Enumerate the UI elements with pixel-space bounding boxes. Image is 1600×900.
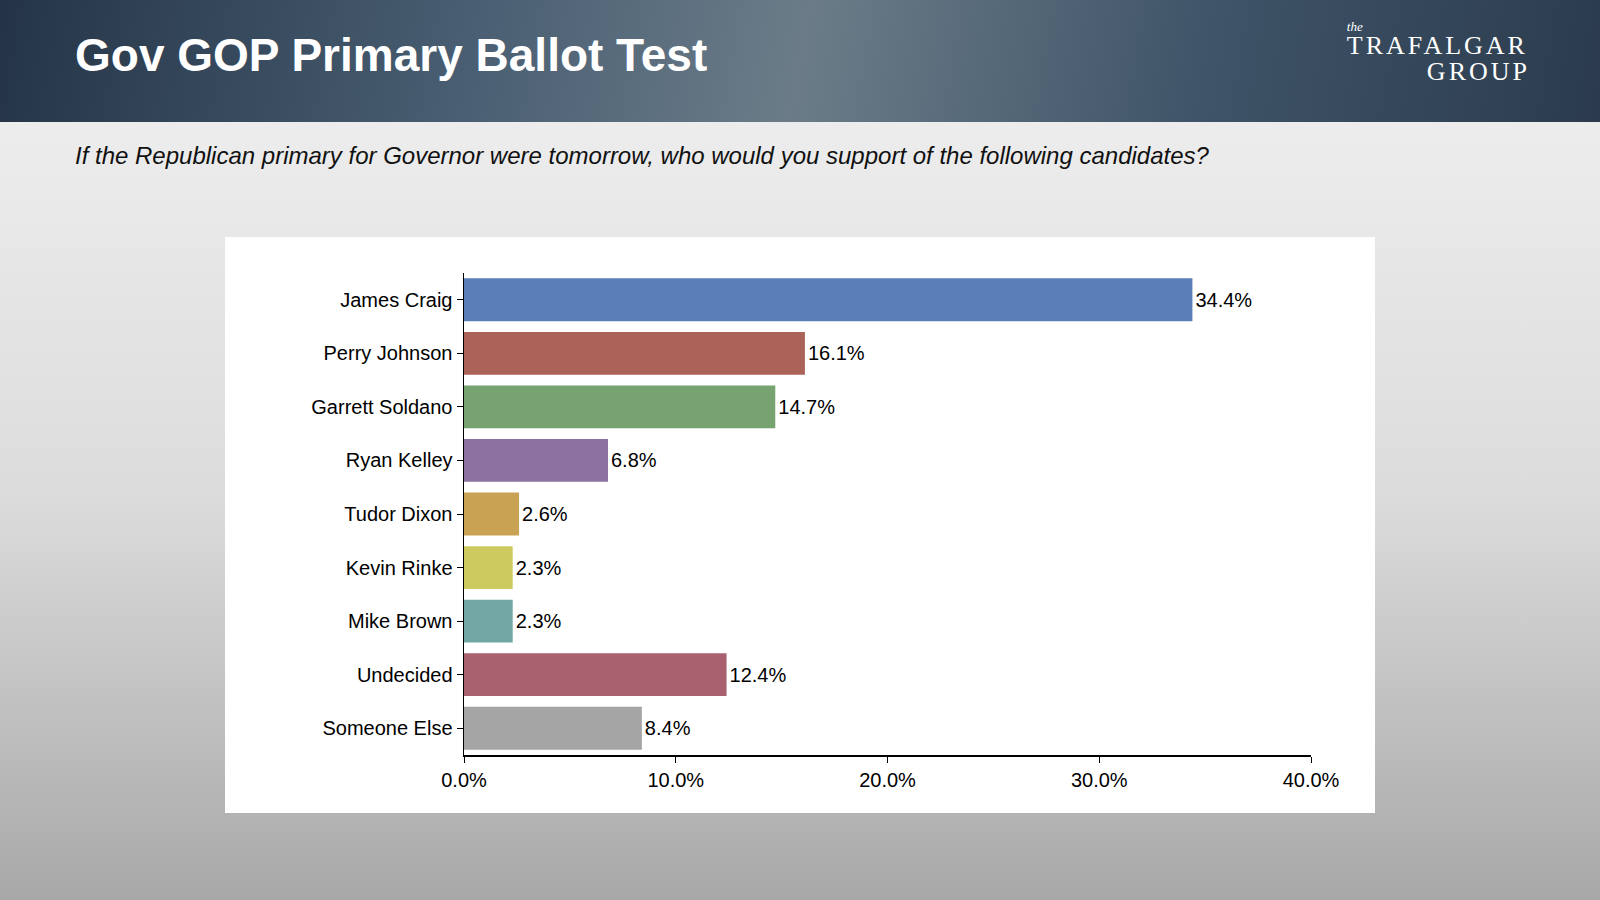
- svg-text:16.1%: 16.1%: [808, 342, 865, 364]
- svg-text:8.4%: 8.4%: [645, 717, 691, 739]
- svg-text:14.7%: 14.7%: [778, 396, 835, 418]
- svg-text:Kevin Rinke: Kevin Rinke: [346, 557, 453, 579]
- html-text:GROUP: GROUP: [1426, 57, 1530, 86]
- svg-text:James Craig: James Craig: [340, 289, 452, 311]
- html-text:If the Republican primary for: If the Republican primary for Governor w…: [75, 142, 1209, 169]
- svg-text:Ryan Kelley: Ryan Kelley: [346, 449, 453, 471]
- svg-text:34.4%: 34.4%: [1195, 289, 1252, 311]
- svg-text:Someone Else: Someone Else: [322, 717, 452, 739]
- svg-text:6.8%: 6.8%: [611, 449, 657, 471]
- svg-text:40.0%: 40.0%: [1283, 769, 1340, 791]
- html-text:the: the: [1346, 19, 1363, 34]
- svg-text:Tudor Dixon: Tudor Dixon: [344, 503, 452, 525]
- svg-text:Undecided: Undecided: [357, 664, 453, 686]
- html-text:TRAFALGAR: TRAFALGAR: [1346, 31, 1528, 60]
- svg-text:20.0%: 20.0%: [859, 769, 916, 791]
- svg-text:10.0%: 10.0%: [647, 769, 704, 791]
- svg-text:0.0%: 0.0%: [441, 769, 487, 791]
- svg-text:Garrett Soldano: Garrett Soldano: [311, 396, 452, 418]
- svg-text:Mike Brown: Mike Brown: [348, 610, 452, 632]
- svg-text:30.0%: 30.0%: [1071, 769, 1128, 791]
- svg-text:2.3%: 2.3%: [516, 557, 562, 579]
- svg-text:2.6%: 2.6%: [522, 503, 568, 525]
- svg-text:2.3%: 2.3%: [516, 610, 562, 632]
- svg-text:12.4%: 12.4%: [730, 664, 787, 686]
- html-text:Gov GOP Primary Ballot Test: Gov GOP Primary Ballot Test: [75, 29, 708, 81]
- svg-text:Perry Johnson: Perry Johnson: [324, 342, 453, 364]
